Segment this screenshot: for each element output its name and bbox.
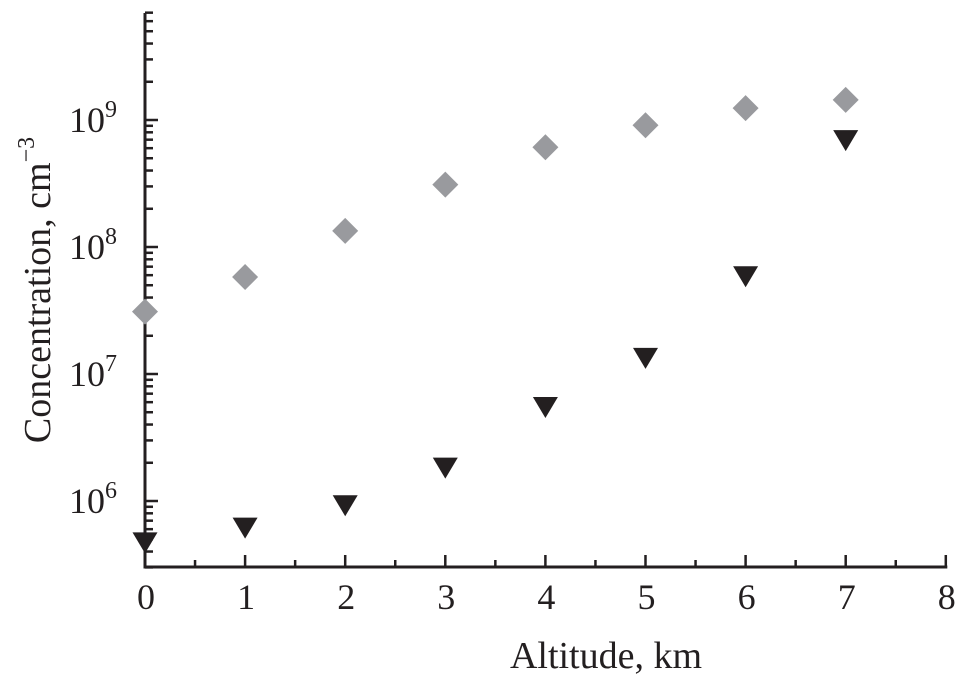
x-tick-label: 5 (638, 577, 656, 617)
x-tick-label: 2 (337, 577, 355, 617)
diamond-marker (432, 171, 459, 198)
triangle-down-marker (332, 495, 358, 517)
triangle-down-marker (432, 457, 458, 479)
y-axis-title: Concentration, cm−3 (14, 137, 59, 443)
x-tick-label: 4 (537, 577, 555, 617)
data-markers (132, 86, 859, 554)
y-tick-label: 107 (69, 351, 117, 394)
y-tick-exponent: 7 (105, 351, 117, 377)
x-tick-label: 6 (738, 577, 756, 617)
triangle-down-marker (532, 397, 558, 419)
diamond-marker (132, 298, 158, 325)
axes (143, 13, 948, 569)
triangle-down-marker (232, 517, 258, 539)
x-axis-title: Altitude, km (510, 635, 702, 677)
triangle-down-marker (833, 130, 859, 152)
diamond-marker (732, 95, 759, 122)
triangle-down-marker (633, 347, 658, 369)
y-axis-title-text: Concentration, cm (17, 162, 59, 443)
diamond-marker (332, 217, 359, 244)
diamond-marker (532, 134, 559, 161)
x-tick-label: 1 (237, 577, 255, 617)
series-diamond (132, 86, 859, 325)
y-tick-exponent: 8 (105, 224, 117, 250)
y-tick-label: 108 (69, 224, 117, 267)
y-tick-exponent: 6 (105, 478, 117, 504)
y-tick-base: 10 (69, 227, 105, 267)
x-tick-label: 8 (938, 577, 956, 617)
y-tick-base: 10 (69, 100, 105, 140)
y-tick-label: 106 (69, 478, 117, 521)
diamond-marker (832, 86, 859, 113)
y-tick-label: 109 (69, 97, 117, 140)
y-tick-exponent: 9 (105, 97, 117, 123)
diamond-marker (232, 264, 259, 291)
x-tick-label: 3 (437, 577, 455, 617)
series-triangle-down (132, 130, 859, 554)
diamond-marker (632, 112, 659, 139)
x-axis-ticks: 0 1 2 3 4 5 6 7 8 (137, 555, 956, 617)
y-tick-base: 10 (69, 354, 105, 394)
x-tick-label: 0 (137, 577, 155, 617)
y-tick-base: 10 (69, 481, 105, 521)
triangle-down-marker (132, 532, 158, 554)
x-tick-label: 7 (838, 577, 856, 617)
y-axis-title-exponent: −3 (14, 137, 40, 163)
triangle-down-marker (733, 266, 759, 288)
